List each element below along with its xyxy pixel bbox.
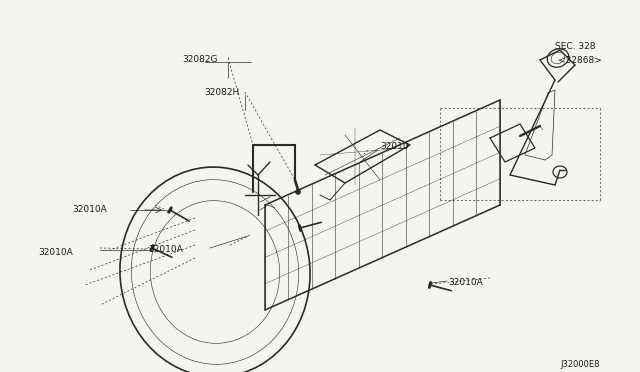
Polygon shape	[315, 130, 410, 183]
Text: 32010A: 32010A	[72, 205, 107, 214]
Text: 32010: 32010	[380, 142, 408, 151]
Text: 32010A: 32010A	[148, 245, 183, 254]
Polygon shape	[490, 124, 535, 162]
Text: SEC. 328: SEC. 328	[555, 42, 595, 51]
Ellipse shape	[120, 167, 310, 372]
Text: 32082H: 32082H	[204, 88, 239, 97]
Text: 32010A: 32010A	[448, 278, 483, 287]
Text: 32082G: 32082G	[182, 55, 218, 64]
Text: J32000E8: J32000E8	[560, 360, 600, 369]
Text: 32010A: 32010A	[38, 248, 73, 257]
Ellipse shape	[296, 189, 301, 195]
Text: <32868>: <32868>	[558, 56, 602, 65]
